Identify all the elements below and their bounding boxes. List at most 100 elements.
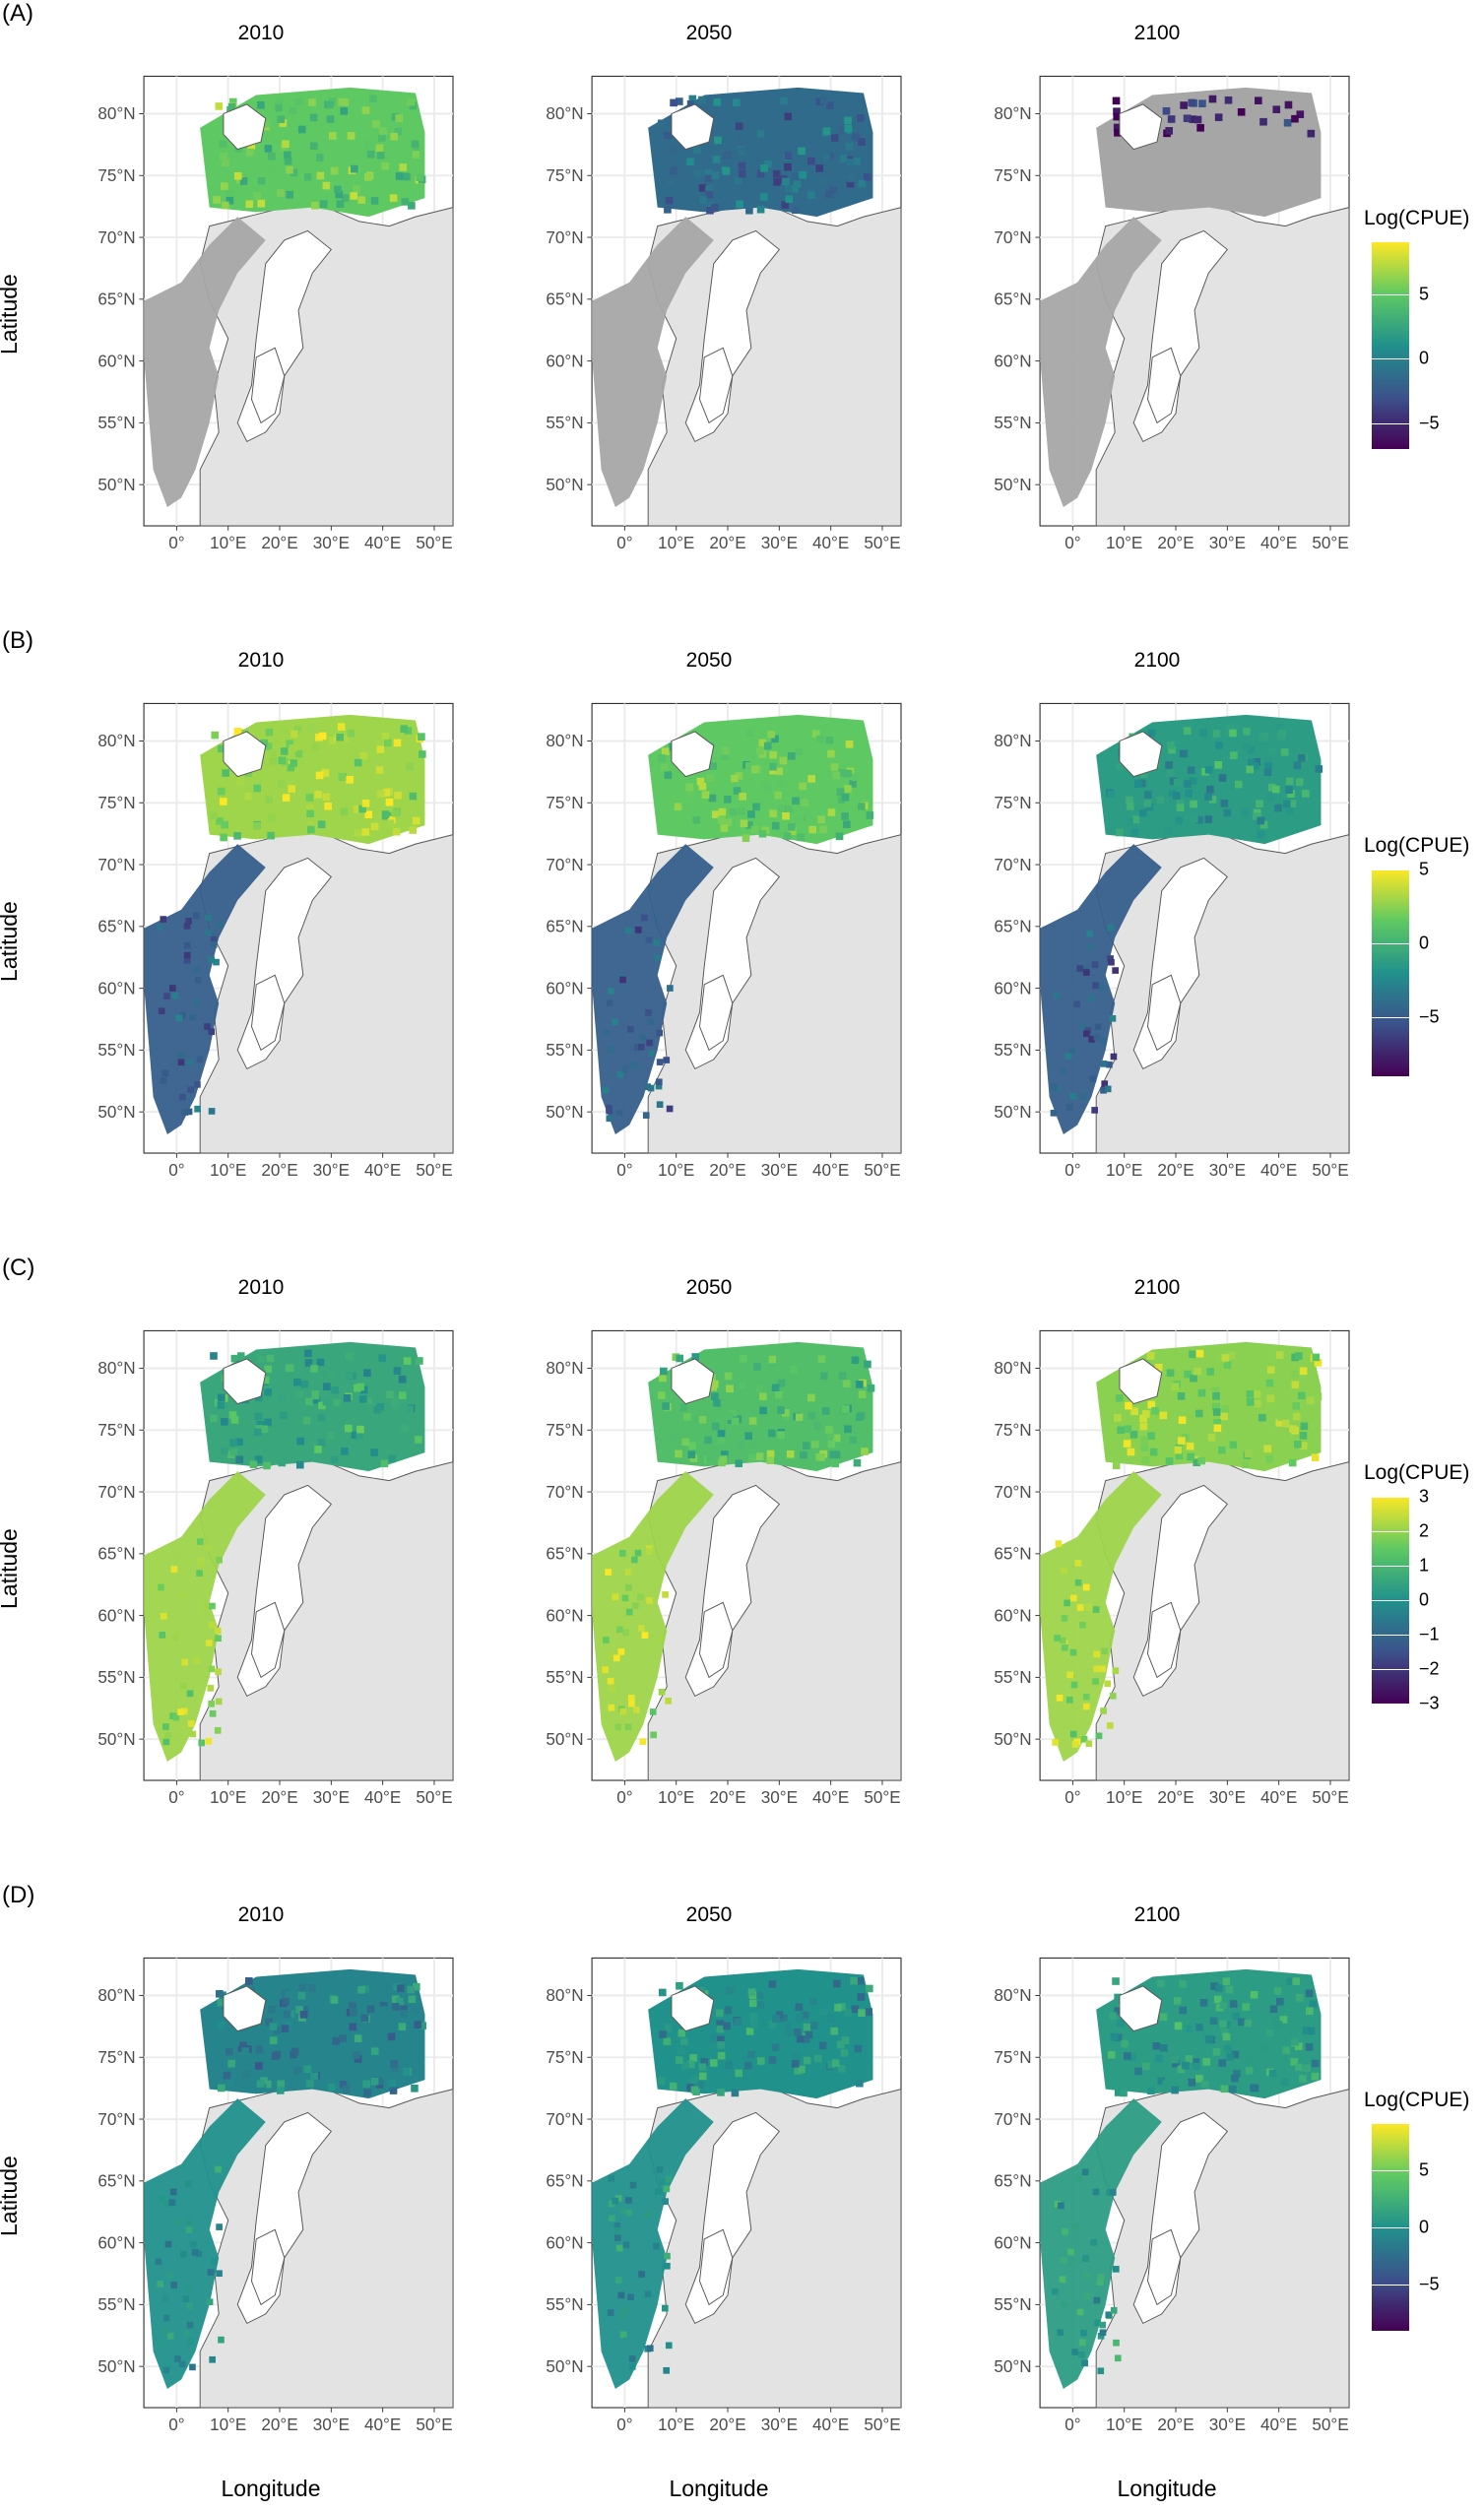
legend-title: Log(CPUE) [1364, 2089, 1470, 2111]
data-cell [1285, 807, 1294, 816]
data-cell [850, 1976, 858, 1985]
data-cell [658, 1988, 667, 1997]
data-cell [356, 1383, 364, 1391]
data-cell [1165, 1457, 1174, 1465]
data-cell [1059, 1637, 1066, 1644]
data-cell [413, 1982, 420, 1991]
data-cell [400, 2005, 408, 2014]
legend-tick-label: 5 [1419, 2159, 1430, 2180]
map-panel-2100: 2100 80°N 75°N 70°N 65°N 60°N 55°N 50°N 0° 10°E 20… [965, 627, 1350, 1208]
data-cell [349, 2002, 356, 2010]
data-cell [363, 172, 372, 181]
data-cell [698, 782, 707, 791]
legend-ticks: 3 2 1 0 −1 −2 −3 [1364, 1487, 1482, 1713]
svalbard-island [1119, 731, 1163, 778]
data-cell [1052, 2287, 1059, 2295]
data-cell [780, 2014, 788, 2023]
data-cell [162, 2366, 170, 2374]
data-cell [1172, 792, 1181, 800]
data-cell [851, 1356, 860, 1365]
south-data-region [1040, 217, 1162, 507]
data-cell [1174, 1446, 1183, 1454]
data-cell [287, 763, 295, 772]
data-cell [1285, 786, 1293, 794]
legend-tick-mark [1372, 1704, 1409, 1705]
data-cell [849, 780, 857, 788]
data-cell [1224, 2044, 1233, 2053]
y-axis-title: Latitude [0, 2156, 22, 2236]
data-cell [1112, 1977, 1120, 1985]
data-cell [1068, 2259, 1076, 2266]
legend-tick-label: −5 [1419, 1006, 1440, 1027]
data-cell [1257, 830, 1265, 839]
data-cell [196, 1056, 204, 1063]
data-cell [739, 793, 746, 801]
data-cell [414, 2021, 421, 2028]
data-cell [194, 976, 202, 984]
data-cell [762, 782, 771, 791]
data-cell [198, 1739, 206, 1747]
data-cell [213, 958, 220, 966]
data-cell [217, 1998, 226, 2007]
data-cell [727, 1416, 736, 1424]
data-cell [1112, 1461, 1121, 1470]
data-cell [357, 1986, 365, 1994]
data-cell [416, 173, 424, 181]
data-cell [1117, 1426, 1125, 1435]
data-cell [347, 132, 355, 140]
data-cell [774, 791, 783, 800]
data-cell [1114, 2033, 1123, 2042]
data-cell [409, 826, 418, 834]
baltic-sea [251, 347, 286, 424]
data-cell [179, 1591, 187, 1599]
data-cell [624, 927, 632, 934]
data-cell [189, 2241, 197, 2248]
lon-tick-label: 40°E [1260, 1788, 1297, 1807]
lon-tick-label: 30°E [313, 534, 350, 552]
lat-tick-label: 60°N [994, 1606, 1031, 1625]
data-cell [1083, 969, 1090, 976]
data-cell [1299, 1367, 1308, 1376]
data-cell [192, 912, 200, 920]
data-cell [257, 100, 265, 109]
legend-tick-mark [1372, 1497, 1409, 1498]
data-cell [324, 802, 332, 810]
data-cell [1259, 820, 1268, 829]
data-cell [352, 2051, 360, 2059]
data-cell [675, 2056, 683, 2064]
data-cell [1223, 808, 1232, 817]
data-cell [217, 787, 226, 796]
lat-tick-label: 75°N [546, 794, 583, 812]
data-cell [1193, 1458, 1201, 1467]
baltic-sea [1147, 2228, 1182, 2306]
data-cell [847, 174, 855, 182]
data-cell [1215, 741, 1223, 749]
data-cell [607, 1677, 614, 1685]
data-cell [308, 98, 316, 106]
data-cell [733, 98, 741, 107]
data-cell [1162, 2080, 1170, 2089]
data-cell [1120, 2089, 1128, 2097]
data-cell [740, 1354, 747, 1363]
data-cell [1271, 785, 1280, 794]
data-cell [1273, 1987, 1282, 1995]
data-cell [838, 1372, 847, 1381]
data-cell [1092, 2188, 1100, 2196]
data-cell [1220, 2085, 1229, 2093]
data-cell [797, 833, 805, 842]
data-cell [1062, 2227, 1068, 2235]
data-cell [393, 739, 402, 747]
data-cell [1125, 1401, 1132, 1410]
data-cell [256, 2080, 265, 2088]
data-cell [1212, 1391, 1220, 1400]
data-cell [1229, 729, 1237, 738]
lon-tick-label: 30°E [761, 1788, 798, 1807]
data-cell [624, 1723, 632, 1731]
data-cell [233, 832, 241, 840]
data-cell [399, 2009, 408, 2018]
data-cell [769, 762, 777, 771]
data-cell [1109, 1692, 1117, 1700]
lat-tick-label: 80°N [97, 1359, 135, 1378]
data-cell [215, 2165, 222, 2173]
data-cell [1109, 1015, 1117, 1022]
